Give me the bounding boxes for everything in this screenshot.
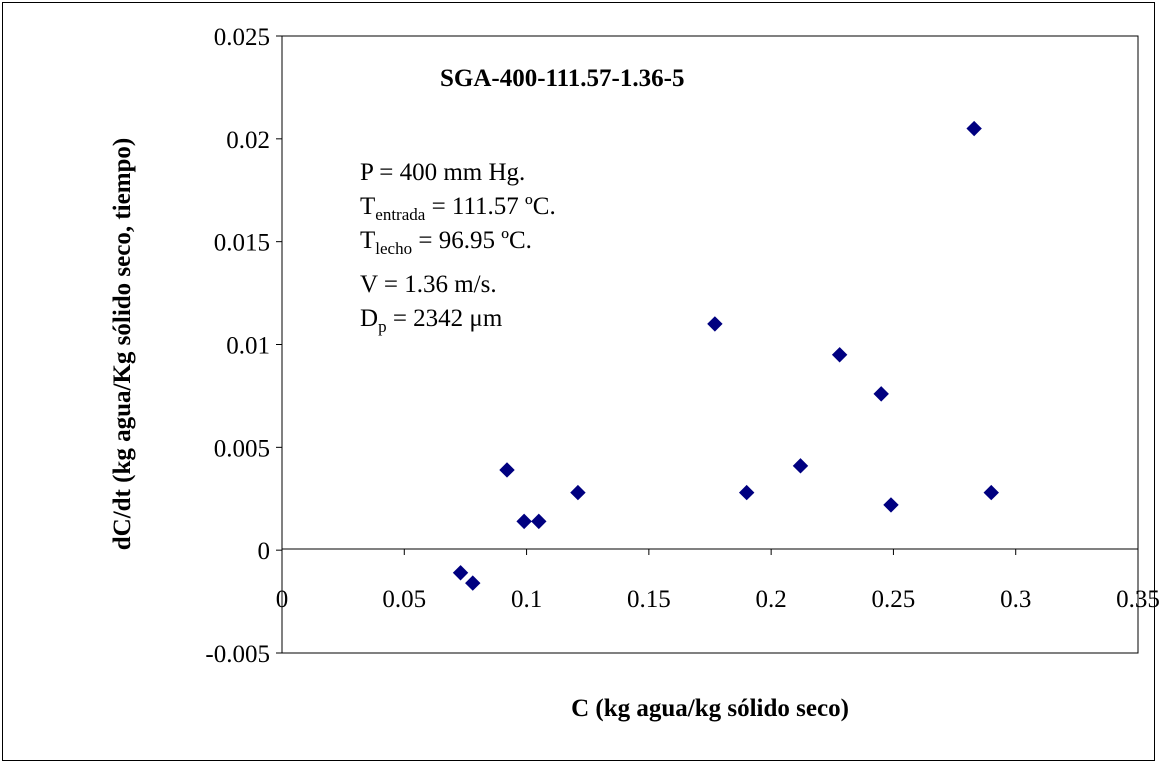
annotation-inlet-temp-subscript: entrada bbox=[375, 205, 425, 224]
plot-area bbox=[281, 35, 1139, 654]
annotation-diameter-symbol: D bbox=[360, 305, 378, 332]
y-tick-label: 0 bbox=[258, 538, 271, 565]
data-point bbox=[738, 484, 755, 501]
annotation-diameter-value: = 2342 μm bbox=[387, 305, 503, 332]
x-tick-label: 0 bbox=[276, 586, 289, 613]
y-tick-label: 0.02 bbox=[226, 127, 270, 154]
y-tick-label: 0.005 bbox=[214, 435, 270, 462]
data-point bbox=[452, 565, 469, 581]
x-tick-label: 0.3 bbox=[1000, 586, 1031, 613]
annotation-inlet-temp-symbol: T bbox=[360, 193, 375, 220]
x-tick-label: 0.05 bbox=[382, 586, 426, 613]
annotation-diameter-subscript: p bbox=[378, 317, 387, 336]
x-axis-ticks: 0 0.05 0.1 0.15 0.2 0.25 0.3 0.35 bbox=[276, 549, 1159, 613]
y-tick-label: 0.025 bbox=[214, 24, 270, 51]
data-point bbox=[831, 347, 848, 363]
x-tick-label: 0.25 bbox=[872, 586, 916, 613]
x-tick-label: 0.2 bbox=[756, 586, 787, 613]
annotation-velocity: V = 1.36 m/s. bbox=[360, 271, 497, 298]
y-tick-label: 0.015 bbox=[214, 230, 270, 257]
x-tick-label: 0.35 bbox=[1116, 586, 1159, 613]
annotation-bed-temp-value: = 96.95 ºC. bbox=[412, 227, 532, 254]
annotation-block: P = 400 mm Hg. Tentrada = 111.57 ºC. Tle… bbox=[360, 159, 556, 336]
annotation-pressure: P = 400 mm Hg. bbox=[360, 159, 525, 186]
annotation-bed-temp: Tlecho = 96.95 ºC. bbox=[360, 227, 532, 258]
data-point bbox=[707, 316, 723, 332]
data-series bbox=[452, 120, 999, 591]
y-tick-label: 0.01 bbox=[226, 333, 270, 360]
x-axis-title: C (kg agua/kg sólido seco) bbox=[571, 695, 849, 722]
y-tick-label: -0.005 bbox=[205, 641, 270, 668]
data-point bbox=[516, 513, 532, 530]
x-tick-label: 0.1 bbox=[511, 586, 542, 613]
chart-title: SGA-400-111.57-1.36-5 bbox=[440, 65, 684, 92]
y-axis-title: dC/dt (kg agua/Kg sólido seco, tiempo) bbox=[109, 138, 136, 551]
annotation-bed-temp-subscript: lecho bbox=[375, 239, 412, 258]
data-point bbox=[499, 462, 515, 478]
annotation-particle-diameter: Dp = 2342 μm bbox=[360, 305, 503, 336]
data-point bbox=[883, 497, 899, 513]
annotation-inlet-temp: Tentrada = 111.57 ºC. bbox=[360, 193, 556, 224]
annotation-inlet-temp-value: = 111.57 ºC. bbox=[425, 193, 555, 220]
data-point bbox=[966, 120, 982, 137]
data-point bbox=[531, 513, 547, 530]
y-axis-ticks: 0.025 0.02 0.015 0.01 0.005 0 -0.005 bbox=[205, 24, 282, 668]
data-point bbox=[873, 386, 889, 402]
data-point bbox=[570, 484, 586, 501]
x-tick-label: 0.15 bbox=[627, 586, 671, 613]
data-point bbox=[465, 575, 481, 591]
data-point bbox=[792, 458, 809, 474]
data-point bbox=[983, 484, 999, 501]
annotation-bed-temp-symbol: T bbox=[360, 227, 375, 254]
